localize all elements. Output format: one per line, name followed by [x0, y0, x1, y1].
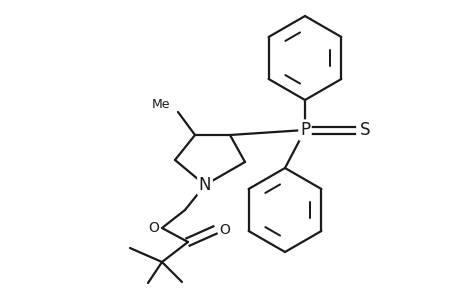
Text: P: P	[299, 121, 309, 139]
Text: O: O	[148, 221, 159, 235]
Text: N: N	[198, 176, 211, 194]
Text: O: O	[219, 223, 230, 237]
Text: Me: Me	[151, 98, 170, 110]
Text: S: S	[359, 121, 369, 139]
